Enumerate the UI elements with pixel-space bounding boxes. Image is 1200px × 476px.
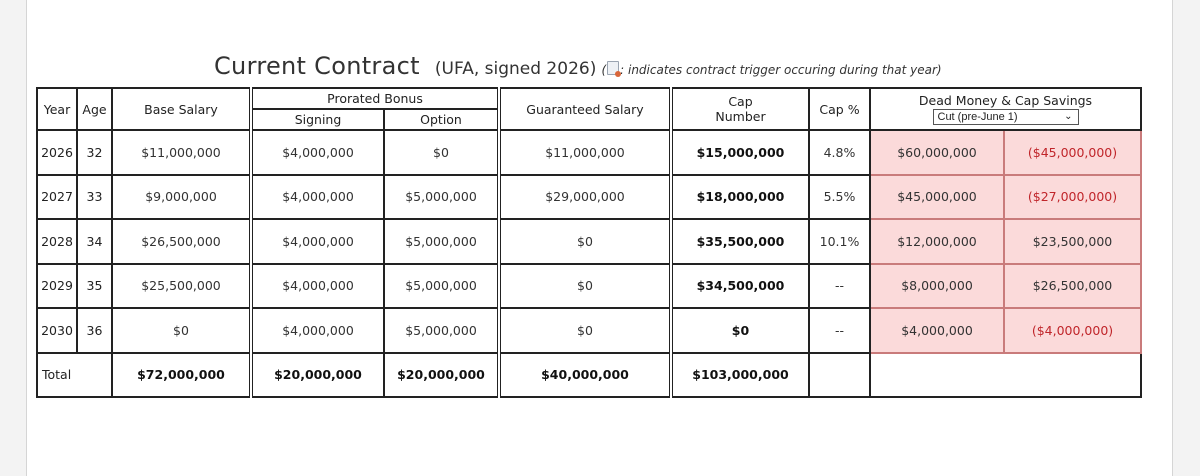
chevron-down-icon: ⌄: [1064, 111, 1073, 122]
total-base: $72,000,000: [111, 351, 253, 398]
header-year: Year: [36, 87, 78, 131]
cell-age: 32: [76, 129, 113, 176]
cell-year: 2030: [36, 307, 78, 354]
total-dead-money: [869, 351, 1142, 398]
cell-signing: $4,000,000: [250, 307, 385, 354]
cell-base: $26,500,000: [111, 218, 253, 265]
cell-cap-pct: 5.5%: [808, 173, 871, 220]
cell-base: $0: [111, 307, 253, 354]
document-trigger-icon: [607, 61, 622, 77]
cell-guaranteed: $0: [497, 218, 673, 265]
cell-year: 2028: [36, 218, 78, 265]
cell-cap-savings: $23,500,000: [1003, 218, 1142, 265]
cell-age: 33: [76, 173, 113, 220]
table-row: 2028 34 $26,500,000 $4,000,000 $5,000,00…: [36, 218, 1142, 265]
title-note: ( : indicates contract trigger occuring d…: [601, 61, 942, 77]
total-cap-pct: [808, 351, 871, 398]
cell-cap-pct: --: [808, 307, 871, 354]
total-label: Total: [36, 351, 113, 398]
cell-signing: $4,000,000: [250, 173, 385, 220]
title-main: Current Contract: [214, 52, 420, 80]
cell-signing: $4,000,000: [250, 262, 385, 309]
cap-number-line1: Cap: [728, 94, 753, 109]
cell-guaranteed: $0: [497, 262, 673, 309]
cell-cap-pct: 10.1%: [808, 218, 871, 265]
cut-select-value: Cut (pre-June 1): [937, 111, 1018, 123]
cell-base: $11,000,000: [111, 129, 253, 176]
cell-year: 2029: [36, 262, 78, 309]
cell-cap-savings: ($45,000,000): [1003, 129, 1142, 176]
header-option: Option: [383, 108, 500, 131]
cell-cap-savings: ($4,000,000): [1003, 307, 1142, 354]
cell-guaranteed: $29,000,000: [497, 173, 673, 220]
cell-option: $5,000,000: [383, 307, 500, 354]
cell-guaranteed: $0: [497, 307, 673, 354]
cell-cap-number: $0: [670, 307, 810, 354]
cell-cap-savings: ($27,000,000): [1003, 173, 1142, 220]
dead-money-label: Dead Money & Cap Savings: [918, 93, 1093, 108]
cell-dead-money: $8,000,000: [869, 262, 1005, 309]
header-row-1: Year Age Base Salary Prorated Bonus Guar…: [36, 87, 1142, 131]
cell-signing: $4,000,000: [250, 129, 385, 176]
table-row: 2026 32 $11,000,000 $4,000,000 $0 $11,00…: [36, 129, 1142, 176]
header-signing: Signing: [250, 108, 385, 131]
cell-cap-savings: $26,500,000: [1003, 262, 1142, 309]
cell-option: $5,000,000: [383, 218, 500, 265]
header-guaranteed-salary: Guaranteed Salary: [497, 87, 673, 131]
header-cap-pct: Cap %: [808, 87, 871, 131]
cell-dead-money: $45,000,000: [869, 173, 1005, 220]
header-dead-money: Dead Money & Cap Savings Cut (pre-June 1…: [869, 87, 1142, 131]
total-row: Total $72,000,000 $20,000,000 $20,000,00…: [36, 351, 1142, 398]
cap-number-line2: Number: [715, 109, 766, 124]
header-prorated-bonus: Prorated Bonus: [250, 87, 500, 110]
cell-option: $0: [383, 129, 500, 176]
cell-base: $9,000,000: [111, 173, 253, 220]
cell-year: 2026: [36, 129, 78, 176]
cell-age: 34: [76, 218, 113, 265]
page-frame-right: [1172, 0, 1200, 476]
cell-cap-number: $18,000,000: [670, 173, 810, 220]
header-cap-number: Cap Number: [670, 87, 810, 131]
total-guaranteed: $40,000,000: [497, 351, 673, 398]
table-row: 2029 35 $25,500,000 $4,000,000 $5,000,00…: [36, 262, 1142, 309]
cell-guaranteed: $11,000,000: [497, 129, 673, 176]
table-row: 2030 36 $0 $4,000,000 $5,000,000 $0 $0 -…: [36, 307, 1142, 354]
total-cap-number: $103,000,000: [670, 351, 810, 398]
cell-cap-pct: 4.8%: [808, 129, 871, 176]
page-frame-left: [0, 0, 27, 476]
cell-cap-number: $34,500,000: [670, 262, 810, 309]
title-sub: (UFA, signed 2026): [434, 59, 597, 79]
contract-table: Year Age Base Salary Prorated Bonus Guar…: [36, 87, 1142, 398]
cell-signing: $4,000,000: [250, 218, 385, 265]
cell-dead-money: $60,000,000: [869, 129, 1005, 176]
cell-option: $5,000,000: [383, 173, 500, 220]
note-text: : indicates contract trigger occuring du…: [620, 63, 942, 77]
header-base-salary: Base Salary: [111, 87, 253, 131]
cut-type-select[interactable]: Cut (pre-June 1) ⌄: [932, 109, 1079, 125]
cell-year: 2027: [36, 173, 78, 220]
contract-title: Current Contract (UFA, signed 2026) ( : i…: [214, 52, 942, 84]
cell-option: $5,000,000: [383, 262, 500, 309]
total-signing: $20,000,000: [250, 351, 385, 398]
cell-age: 36: [76, 307, 113, 354]
total-option: $20,000,000: [383, 351, 500, 398]
cell-dead-money: $12,000,000: [869, 218, 1005, 265]
cell-cap-number: $35,500,000: [670, 218, 810, 265]
header-row-2: Signing Option: [37, 108, 1141, 131]
cell-age: 35: [76, 262, 113, 309]
table-row: 2027 33 $9,000,000 $4,000,000 $5,000,000…: [36, 173, 1142, 220]
cell-cap-pct: --: [808, 262, 871, 309]
cell-cap-number: $15,000,000: [670, 129, 810, 176]
cell-base: $25,500,000: [111, 262, 253, 309]
note-open: (: [601, 63, 607, 77]
header-age: Age: [76, 87, 113, 131]
cell-dead-money: $4,000,000: [869, 307, 1005, 354]
